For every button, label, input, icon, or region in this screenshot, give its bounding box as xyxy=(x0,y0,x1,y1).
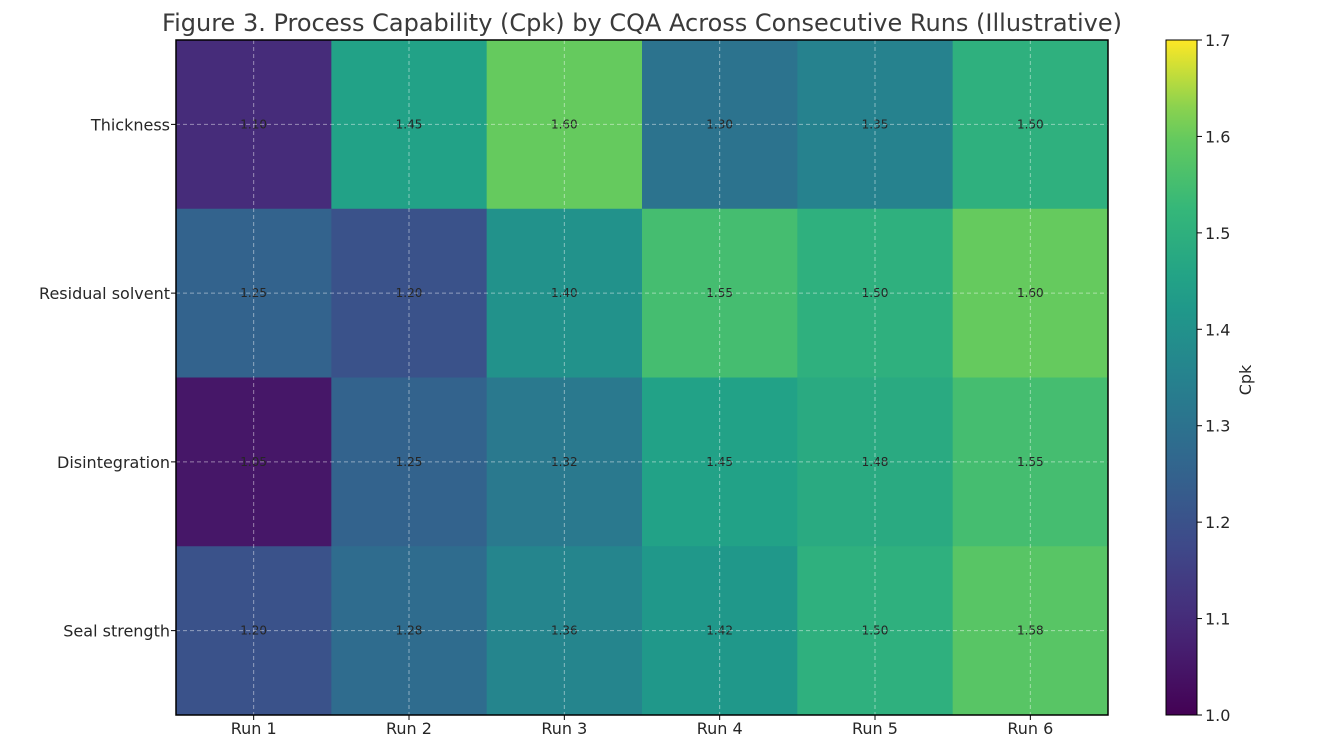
x-tick-label-4: Run 4 xyxy=(697,719,743,738)
cell-value-label-r1-c1: 1.10 xyxy=(240,117,267,131)
colorbar-tick-label-1: 1.0 xyxy=(1205,706,1230,725)
colorbar-tick-label-6: 1.5 xyxy=(1205,224,1230,243)
cell-value-label-r4-c5: 1.50 xyxy=(862,624,889,638)
heatmap-cell-r1-c1 xyxy=(176,40,332,210)
x-tick-label-2: Run 2 xyxy=(386,719,432,738)
heatmap-cell-r2-c5 xyxy=(797,208,954,378)
cell-value-label-r3-c6: 1.55 xyxy=(1017,455,1044,469)
cell-value-label-r2-c3: 1.40 xyxy=(551,286,578,300)
heatmap-cell-r3-c6 xyxy=(952,377,1109,547)
cell-value-label-r1-c2: 1.45 xyxy=(396,117,423,131)
cell-value-label-r3-c3: 1.32 xyxy=(551,455,578,469)
heatmap-cell-r3-c1 xyxy=(176,377,332,547)
cell-value-label-r4-c4: 1.42 xyxy=(706,624,733,638)
x-tick-label-5: Run 5 xyxy=(852,719,898,738)
y-tick-label-3: Disintegration xyxy=(57,453,170,472)
heatmap-cell-labels: 1.10 1.45 1.60 1.30 1.35 1.50 1.25 1.20 1.40 1.55… xyxy=(240,117,1043,637)
x-axis-ticks: Run 1 Run 2 Run 3 Run 4 Run 5 Run 6 xyxy=(231,715,1053,738)
colorbar-tick-label-3: 1.2 xyxy=(1205,513,1230,532)
heatmap-cell-r4-c2 xyxy=(331,546,488,716)
cell-value-label-r2-c6: 1.60 xyxy=(1017,286,1044,300)
cell-value-label-r4-c3: 1.36 xyxy=(551,624,578,638)
y-tick-label-2: Residual solvent xyxy=(39,284,170,303)
heatmap-cell-r3-c2 xyxy=(331,377,488,547)
cell-value-label-r1-c5: 1.35 xyxy=(862,117,889,131)
grid-lines xyxy=(176,40,1108,715)
cell-value-label-r3-c2: 1.25 xyxy=(396,455,423,469)
x-tick-label-6: Run 6 xyxy=(1007,719,1053,738)
y-tick-label-1: Thickness xyxy=(90,115,170,134)
colorbar-tick-label-7: 1.6 xyxy=(1205,127,1230,146)
x-tick-label-3: Run 3 xyxy=(541,719,587,738)
cell-value-label-r2-c5: 1.50 xyxy=(862,286,889,300)
heatmap-cell-r2-c1 xyxy=(176,208,332,378)
heatmap-cell-r1-c6 xyxy=(952,40,1109,210)
cell-value-label-r2-c4: 1.55 xyxy=(706,286,733,300)
heatmap-cell-r2-c6 xyxy=(952,208,1109,378)
heatmap-cell-r1-c4 xyxy=(642,40,798,210)
cell-value-label-r3-c4: 1.45 xyxy=(706,455,733,469)
colorbar-ticks: 1.0 1.1 1.2 1.3 1.4 1.5 1.6 1.7 xyxy=(1197,31,1230,725)
colorbar-tick-label-4: 1.3 xyxy=(1205,417,1230,436)
heatmap-cells xyxy=(176,40,1109,716)
colorbar-tick-label-8: 1.7 xyxy=(1205,31,1230,50)
heatmap-cell-r1-c3 xyxy=(486,40,643,210)
colorbar-tick-label-2: 1.1 xyxy=(1205,610,1230,629)
heatmap-cell-r3-c5 xyxy=(797,377,954,547)
plot-frame xyxy=(175,39,1109,716)
heatmap-cell-r3-c4 xyxy=(642,377,798,547)
heatmap-cell-r4-c4 xyxy=(642,546,798,716)
y-tick-label-4: Seal strength xyxy=(63,622,170,641)
cell-value-label-r1-c4: 1.30 xyxy=(706,117,733,131)
cell-value-label-r4-c2: 1.28 xyxy=(396,624,423,638)
heatmap-cell-r1-c2 xyxy=(331,40,488,210)
cell-value-label-r2-c1: 1.25 xyxy=(240,286,267,300)
heatmap-cell-r1-c5 xyxy=(797,40,954,210)
cell-value-label-r1-c6: 1.50 xyxy=(1017,117,1044,131)
heatmap-cell-r2-c2 xyxy=(331,208,488,378)
cell-value-label-r3-c5: 1.48 xyxy=(862,455,889,469)
heatmap-cell-r2-c4 xyxy=(642,208,798,378)
heatmap-cell-r2-c3 xyxy=(486,208,643,378)
cell-value-label-r2-c2: 1.20 xyxy=(396,286,423,300)
heatmap-cell-r4-c3 xyxy=(486,546,643,716)
cell-value-label-r4-c1: 1.20 xyxy=(240,624,267,638)
heatmap-cell-r4-c6 xyxy=(952,546,1109,716)
cell-value-label-r3-c1: 1.05 xyxy=(240,455,267,469)
heatmap-cell-r4-c5 xyxy=(797,546,954,716)
cell-value-label-r4-c6: 1.58 xyxy=(1017,624,1044,638)
y-axis-ticks: Thickness Residual solvent Disintegration S… xyxy=(39,115,176,641)
colorbar xyxy=(1165,39,1198,716)
heatmap-cell-r4-c1 xyxy=(176,546,332,716)
heatmap-cell-r3-c3 xyxy=(486,377,643,547)
colorbar-tick-label-5: 1.4 xyxy=(1205,320,1230,339)
colorbar-label: Cpk xyxy=(1236,364,1255,395)
cell-value-label-r1-c3: 1.60 xyxy=(551,117,578,131)
x-tick-label-1: Run 1 xyxy=(231,719,277,738)
chart-title: Figure 3. Process Capability (Cpk) by CQ… xyxy=(162,9,1122,37)
